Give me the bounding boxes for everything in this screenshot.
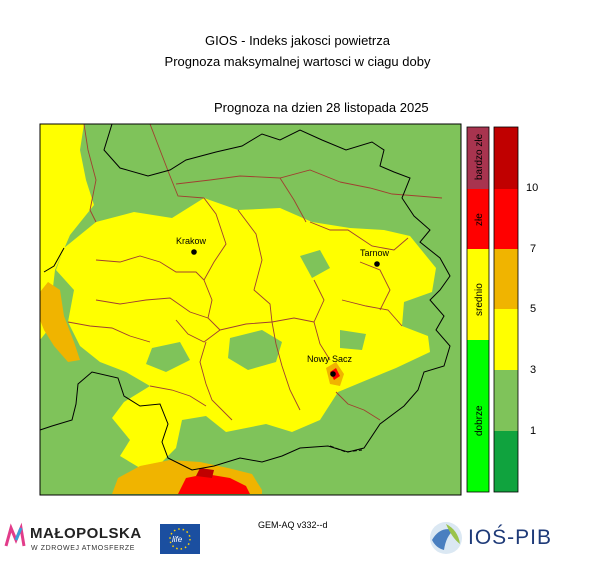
city-label-krakow: Krakow — [176, 236, 207, 246]
malopolska-name: MAŁOPOLSKA — [30, 525, 142, 542]
very-bad-zone-south — [196, 468, 214, 478]
scale-band-1 — [494, 127, 518, 189]
region-borders — [67, 123, 443, 421]
scale-tick-1: 1 — [530, 425, 537, 437]
sufficient-zone-west — [40, 282, 80, 362]
city-markers: Krakow Tarnow Nowy Sacz — [176, 236, 390, 377]
city-dot-krakow — [191, 249, 197, 255]
index-scale — [493, 126, 519, 493]
ios-pib-logo-icon — [430, 522, 462, 554]
legend-label-good: dobrze — [474, 405, 485, 436]
scale-band-3 — [494, 249, 518, 309]
legend-label-bad: złe — [474, 213, 485, 226]
legend-label-average: srednio — [474, 283, 485, 316]
legend-band-very-bad — [467, 127, 489, 189]
scale-tick-7: 7 — [530, 243, 537, 255]
moderate-zone-west — [40, 124, 94, 340]
legend-band-good — [467, 340, 489, 492]
city-dot-tarnow — [374, 261, 380, 267]
good-patch-3 — [300, 250, 330, 278]
city-dot-nowy-sacz — [330, 371, 336, 377]
dashed-border — [329, 445, 363, 453]
ios-pib-name: IOŚ-PIB — [468, 526, 553, 549]
eu-life-logo: life — [160, 524, 200, 554]
moderate-zone-central — [56, 198, 436, 468]
legend-band-bad — [467, 189, 489, 249]
malopolska-tagline: W ZDROWEJ ATMOSFERZE — [31, 545, 136, 552]
legend-label-very-bad: bardzo złe — [474, 133, 485, 180]
city-label-tarnow: Tarnow — [360, 248, 390, 258]
map-subtitle: Prognoza maksymalnej wartosci w ciagu do… — [164, 54, 431, 69]
scale-tick-5: 5 — [530, 303, 537, 315]
good-patch-1 — [228, 330, 282, 370]
map-title: GIOS - Indeks jakosci powietrza — [205, 33, 390, 48]
legend-band-average — [467, 249, 489, 340]
scale-band-5 — [494, 370, 518, 431]
bad-zone-south — [178, 474, 250, 494]
svg-text:life: life — [172, 535, 183, 544]
city-label-nowy-sacz: Nowy Sacz — [307, 354, 353, 364]
scale-tick-10: 10 — [526, 182, 539, 194]
scale-band-2 — [494, 189, 518, 249]
good-patch-4 — [340, 330, 366, 350]
scale-tick-3: 3 — [530, 364, 537, 376]
forecast-date: Prognoza na dzien 28 listopada 2025 — [214, 100, 429, 115]
map-panel — [39, 123, 462, 496]
category-legend: bardzo złe złe srednio dobrze — [466, 126, 490, 493]
scale-band-6 — [494, 431, 518, 492]
scale-band-4 — [494, 309, 518, 370]
good-patch-2 — [146, 342, 190, 372]
malopolska-logo-icon — [4, 522, 26, 547]
model-version: GEM-AQ v332--d — [258, 520, 328, 530]
eu-flag-icon — [160, 524, 200, 554]
map-frame — [39, 123, 462, 496]
voivodeship-border — [39, 123, 451, 471]
